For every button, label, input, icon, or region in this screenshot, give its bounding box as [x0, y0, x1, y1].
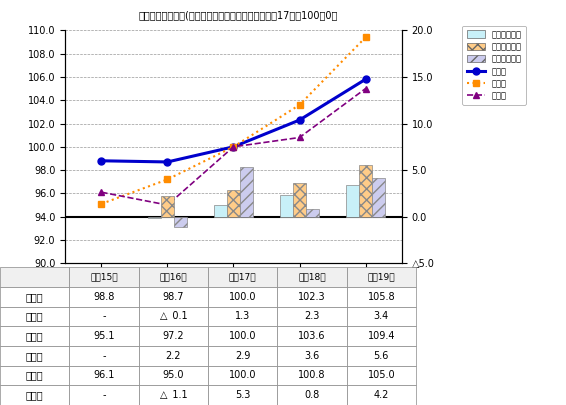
Line: 出　荷: 出 荷 — [98, 34, 369, 207]
生　産 — [296, 117, 303, 122]
在　庫 — [164, 202, 171, 207]
Line: 生　産: 生 産 — [98, 76, 369, 165]
Line: 在　庫: 在 庫 — [98, 85, 369, 209]
出　荷 — [296, 102, 303, 107]
出　荷 — [230, 145, 237, 149]
出　荷 — [98, 201, 105, 206]
生　産 — [164, 160, 171, 164]
Text: 福島県鉱工業指数(原指数、年平均）の推移　（平成17年＝100．0）: 福島県鉱工業指数(原指数、年平均）の推移 （平成17年＝100．0） — [138, 10, 337, 20]
出　荷 — [362, 35, 369, 40]
生　産 — [98, 158, 105, 163]
Bar — [372, 177, 385, 217]
出　荷 — [164, 177, 171, 182]
Bar — [161, 196, 174, 217]
Bar — [280, 195, 293, 217]
生　産 — [362, 77, 369, 82]
Bar — [214, 205, 227, 217]
Bar — [174, 217, 187, 227]
Bar — [346, 185, 359, 217]
在　庫 — [98, 190, 105, 195]
Bar — [359, 164, 372, 217]
Legend: 生産　前年比, 出荷　前年比, 在庫　前年比, 生　産, 出　荷, 在　庫: 生産 前年比, 出荷 前年比, 在庫 前年比, 生 産, 出 荷, 在 庫 — [462, 26, 526, 105]
Bar — [227, 190, 240, 217]
在　庫 — [296, 135, 303, 140]
在　庫 — [362, 86, 369, 91]
Bar — [306, 209, 319, 217]
Bar — [240, 167, 254, 217]
Bar — [293, 183, 306, 217]
生　産 — [230, 145, 237, 149]
在　庫 — [230, 145, 237, 149]
